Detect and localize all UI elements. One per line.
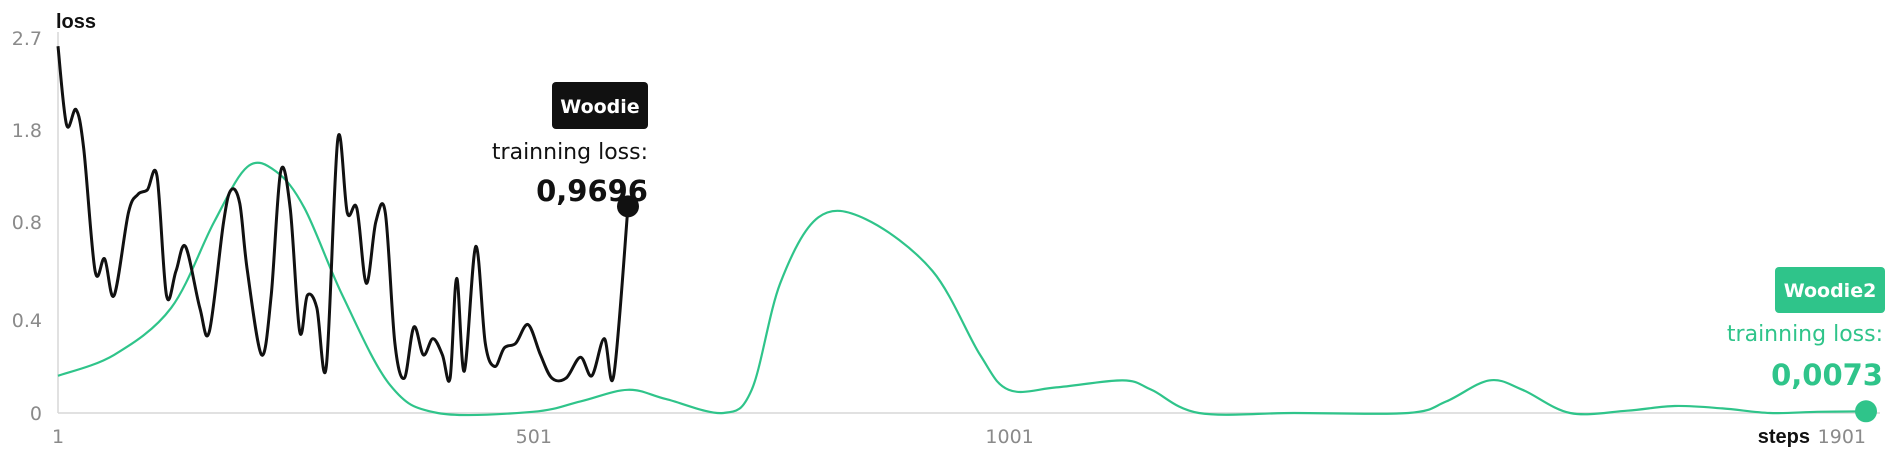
y-tick-label: 0 xyxy=(30,403,42,425)
tooltip-woodie2-name: Woodie2 xyxy=(1784,280,1877,302)
y-tick-labels: 2.7 1.8 0.8 0.4 0 xyxy=(12,28,42,425)
series-line-woodie xyxy=(56,46,630,383)
series-endpoint-woodie2 xyxy=(1855,400,1877,423)
y-tick-label: 0.4 xyxy=(12,310,42,332)
tooltip-woodie: Woodie trainning loss: 0,9696 xyxy=(492,82,648,218)
x-tick-label: 1 xyxy=(52,426,64,448)
tooltip-woodie2-value: 0,0073 xyxy=(1771,358,1883,392)
tooltip-woodie-label: trainning loss: xyxy=(492,140,648,165)
y-axis-title: loss xyxy=(56,11,96,33)
series-endpoint-woodie xyxy=(616,195,639,218)
series-line-woodie2 xyxy=(57,161,1867,417)
y-tick-label: 2.7 xyxy=(12,28,42,50)
x-tick-label: 1001 xyxy=(985,426,1033,448)
y-tick-label: 1.8 xyxy=(12,120,42,142)
x-tick-label: 1901 xyxy=(1818,426,1866,448)
tooltip-woodie-badge xyxy=(552,82,648,129)
tooltip-woodie2: Woodie2 trainning loss: 0,0073 xyxy=(1727,267,1885,423)
tooltip-woodie2-badge xyxy=(1775,267,1885,313)
tooltip-woodie-name: Woodie xyxy=(560,96,639,118)
x-tick-label: 501 xyxy=(516,426,552,448)
tooltip-woodie2-label: trainning loss: xyxy=(1727,322,1883,347)
y-tick-label: 0.8 xyxy=(12,212,42,234)
x-tick-labels: 1 501 1001 1901 xyxy=(52,426,1866,448)
x-axis-title: steps xyxy=(1758,426,1810,448)
